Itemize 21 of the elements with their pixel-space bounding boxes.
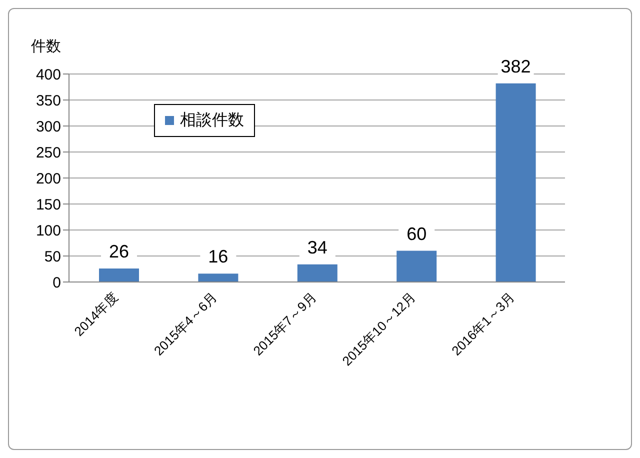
y-tick-label: 250: [36, 144, 61, 162]
y-tick-label: 400: [36, 66, 61, 84]
data-label: 26: [108, 241, 130, 262]
y-tick-label: 200: [36, 170, 61, 188]
y-tick-label: 100: [36, 222, 61, 240]
bar: [396, 250, 437, 282]
legend-label: 相談件数: [179, 110, 244, 131]
data-label: 60: [406, 224, 427, 244]
data-label: 34: [307, 237, 328, 258]
y-tick-label: 350: [36, 92, 61, 110]
data-label: 16: [208, 246, 228, 267]
y-tick-label: 150: [36, 196, 61, 214]
bar: [297, 264, 338, 282]
y-axis-title: 件数: [31, 37, 61, 56]
bar: [496, 83, 536, 282]
y-tick-label: 300: [36, 118, 61, 136]
bar: [198, 274, 238, 282]
bar: [99, 268, 139, 282]
y-tick-label: 0: [52, 274, 61, 292]
data-label: 382: [500, 56, 531, 76]
y-tick-label: 50: [44, 248, 61, 266]
